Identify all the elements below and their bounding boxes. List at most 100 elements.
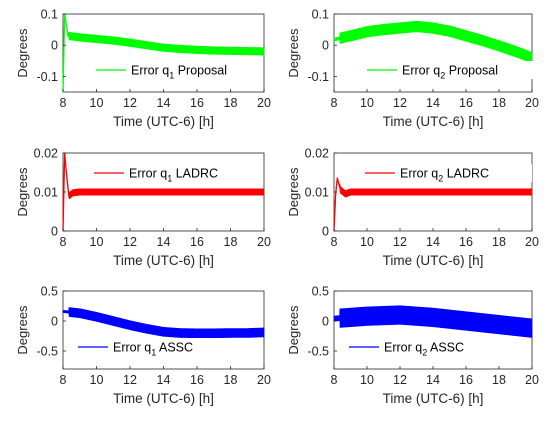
x-tick-label: 10 — [360, 96, 374, 110]
x-tick-label: 14 — [157, 96, 171, 110]
subplot-5: 8 10 12 14 16 18 20 -0.5 0 0.5 Time (UTC-6) [h] Deg… — [15, 285, 271, 407]
y-tick-label: -0.5 — [36, 345, 58, 359]
x-tick-label: 10 — [90, 373, 104, 387]
x-tick-label: 12 — [393, 373, 407, 387]
x-tick-label: 16 — [459, 235, 473, 249]
x-tick-label: 20 — [257, 235, 271, 249]
x-tick-label: 20 — [525, 235, 539, 249]
legend-entry: Error q2 LADRC — [400, 167, 489, 184]
y-tick-label: 0.02 — [305, 147, 329, 161]
legend-box — [364, 61, 534, 79]
series-trend-1 — [62, 310, 265, 334]
x-tick-label: 10 — [90, 235, 104, 249]
y-tick-label: 0 — [51, 225, 58, 239]
x-tick-label: 18 — [492, 235, 506, 249]
series-line-1 — [333, 305, 533, 338]
legend-box — [91, 164, 261, 182]
y-tick-label: 0 — [322, 315, 329, 329]
x-tick-label: 14 — [157, 373, 171, 387]
x-tick-label: 8 — [331, 235, 338, 249]
y-tick-label: 0.02 — [34, 147, 58, 161]
series-line-1 — [62, 307, 265, 339]
x-tick-label: 14 — [426, 96, 440, 110]
x-tick-label: 8 — [331, 96, 338, 110]
x-tick-label: 14 — [157, 235, 171, 249]
y-tick-label: 0 — [51, 315, 58, 329]
x-tick-label: 12 — [393, 235, 407, 249]
y-tick-label: -0.1 — [36, 70, 58, 84]
series-trend-1 — [333, 178, 532, 232]
series-trend-1 — [62, 152, 264, 232]
x-tick-label: 12 — [123, 373, 137, 387]
subplot-4: 8 10 12 14 16 18 20 0 0.01 0.02 Time (UTC-6) [h] De… — [286, 147, 539, 269]
x-tick-label: 10 — [360, 373, 374, 387]
y-tick-label: 0.5 — [41, 285, 58, 299]
series-trend-1 — [333, 25, 533, 59]
legend-box — [346, 338, 516, 356]
series-line-1 — [333, 177, 533, 232]
y-tick-label: 0 — [322, 225, 329, 239]
series-trend-1 — [62, 13, 265, 93]
y-tick-label: 0 — [51, 39, 58, 53]
x-tick-label: 12 — [123, 96, 137, 110]
y-axis-label: Degrees — [286, 167, 301, 217]
legend-box — [362, 164, 532, 182]
x-axis-label: Time (UTC-6) [h] — [113, 253, 214, 268]
x-tick-label: 20 — [257, 373, 271, 387]
legend-box — [93, 61, 263, 79]
x-axis-label: Time (UTC-6) [h] — [383, 391, 484, 406]
subplot-3: 8 10 12 14 16 18 20 0 0.01 0.02 Time (UTC-6) [h] De… — [15, 147, 271, 269]
x-tick-label: 16 — [459, 373, 473, 387]
x-tick-label: 18 — [224, 235, 238, 249]
legend-box — [75, 338, 245, 356]
y-axis-label: Degrees — [15, 305, 30, 355]
x-tick-label: 18 — [224, 373, 238, 387]
x-tick-label: 10 — [90, 96, 104, 110]
y-tick-label: 0 — [322, 39, 329, 53]
y-tick-label: 0.01 — [34, 186, 58, 200]
x-tick-label: 20 — [525, 373, 539, 387]
legend-entry: Error q1 LADRC — [129, 167, 218, 184]
series-line-1 — [62, 153, 265, 232]
series-trend-1 — [333, 314, 533, 329]
y-axis-label: Degrees — [15, 28, 30, 78]
x-tick-label: 16 — [190, 96, 204, 110]
x-tick-label: 8 — [60, 235, 67, 249]
x-tick-label: 18 — [492, 373, 506, 387]
y-axis-label: Degrees — [15, 167, 30, 217]
x-tick-label: 12 — [123, 235, 137, 249]
y-tick-label: 0.1 — [41, 8, 58, 22]
x-tick-label: 16 — [459, 96, 473, 110]
x-tick-label: 14 — [426, 373, 440, 387]
x-tick-label: 14 — [426, 235, 440, 249]
legend-entry: Error q1 ASSC — [113, 341, 193, 358]
y-tick-label: 0.1 — [312, 8, 329, 22]
x-tick-label: 8 — [60, 96, 67, 110]
x-axis-label: Time (UTC-6) [h] — [383, 114, 484, 129]
series-line-1 — [62, 14, 265, 93]
x-tick-label: 8 — [331, 373, 338, 387]
x-tick-label: 10 — [360, 235, 374, 249]
y-axis-label: Degrees — [286, 28, 301, 78]
y-tick-label: -0.5 — [307, 345, 329, 359]
x-tick-label: 12 — [393, 96, 407, 110]
legend-entry: Error q2 ASSC — [384, 341, 464, 358]
y-tick-label: 0.5 — [312, 285, 329, 299]
x-tick-label: 18 — [224, 96, 238, 110]
x-axis-label: Time (UTC-6) [h] — [113, 114, 214, 129]
x-axis-label: Time (UTC-6) [h] — [383, 253, 484, 268]
legend-entry: Error q1 Proposal — [131, 64, 227, 81]
x-tick-label: 16 — [190, 373, 204, 387]
x-tick-label: 20 — [525, 96, 539, 110]
subplot-6: 8 10 12 14 16 18 20 -0.5 0 0.5 Time (UTC-6) [h] Deg… — [286, 285, 539, 407]
y-tick-label: 0.01 — [305, 186, 329, 200]
y-tick-label: -0.1 — [307, 70, 329, 84]
x-tick-label: 16 — [190, 235, 204, 249]
x-tick-label: 8 — [60, 373, 67, 387]
series-line-1 — [333, 20, 533, 64]
subplot-2: 8 10 12 14 16 18 20 -0.1 0 0.1 Time (UTC-6) [h] Deg… — [286, 8, 539, 130]
x-tick-label: 18 — [492, 96, 506, 110]
legend-entry: Error q2 Proposal — [402, 64, 498, 81]
x-tick-label: 20 — [257, 96, 271, 110]
